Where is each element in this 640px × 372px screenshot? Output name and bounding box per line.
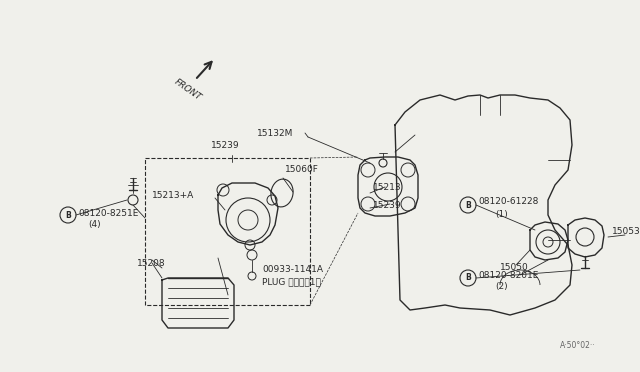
Text: B: B	[465, 273, 471, 282]
Text: 15239: 15239	[211, 141, 239, 150]
Text: 00933-1141A: 00933-1141A	[262, 266, 323, 275]
Text: PLUG プラグ（1）: PLUG プラグ（1）	[262, 278, 321, 286]
Text: (1): (1)	[495, 209, 508, 218]
Text: 15053: 15053	[612, 228, 640, 237]
Text: 15060F: 15060F	[285, 165, 319, 174]
Text: 15213: 15213	[373, 183, 402, 192]
Bar	[145, 158, 310, 305]
Text: B: B	[465, 201, 471, 209]
Text: FRONT: FRONT	[173, 77, 204, 103]
Text: (4): (4)	[88, 221, 100, 230]
Text: 15132M: 15132M	[257, 128, 293, 138]
Text: 15213+A: 15213+A	[152, 192, 195, 201]
Text: 15208: 15208	[137, 259, 166, 267]
Text: 08120-8201E: 08120-8201E	[478, 270, 538, 279]
Text: 15239: 15239	[373, 202, 402, 211]
Text: 08120-8251E: 08120-8251E	[78, 208, 138, 218]
Text: A·50°02··: A·50°02··	[560, 340, 596, 350]
Text: B: B	[65, 211, 71, 219]
Text: 15050: 15050	[500, 263, 529, 273]
Text: (2): (2)	[495, 282, 508, 292]
Text: 08120-61228: 08120-61228	[478, 198, 538, 206]
